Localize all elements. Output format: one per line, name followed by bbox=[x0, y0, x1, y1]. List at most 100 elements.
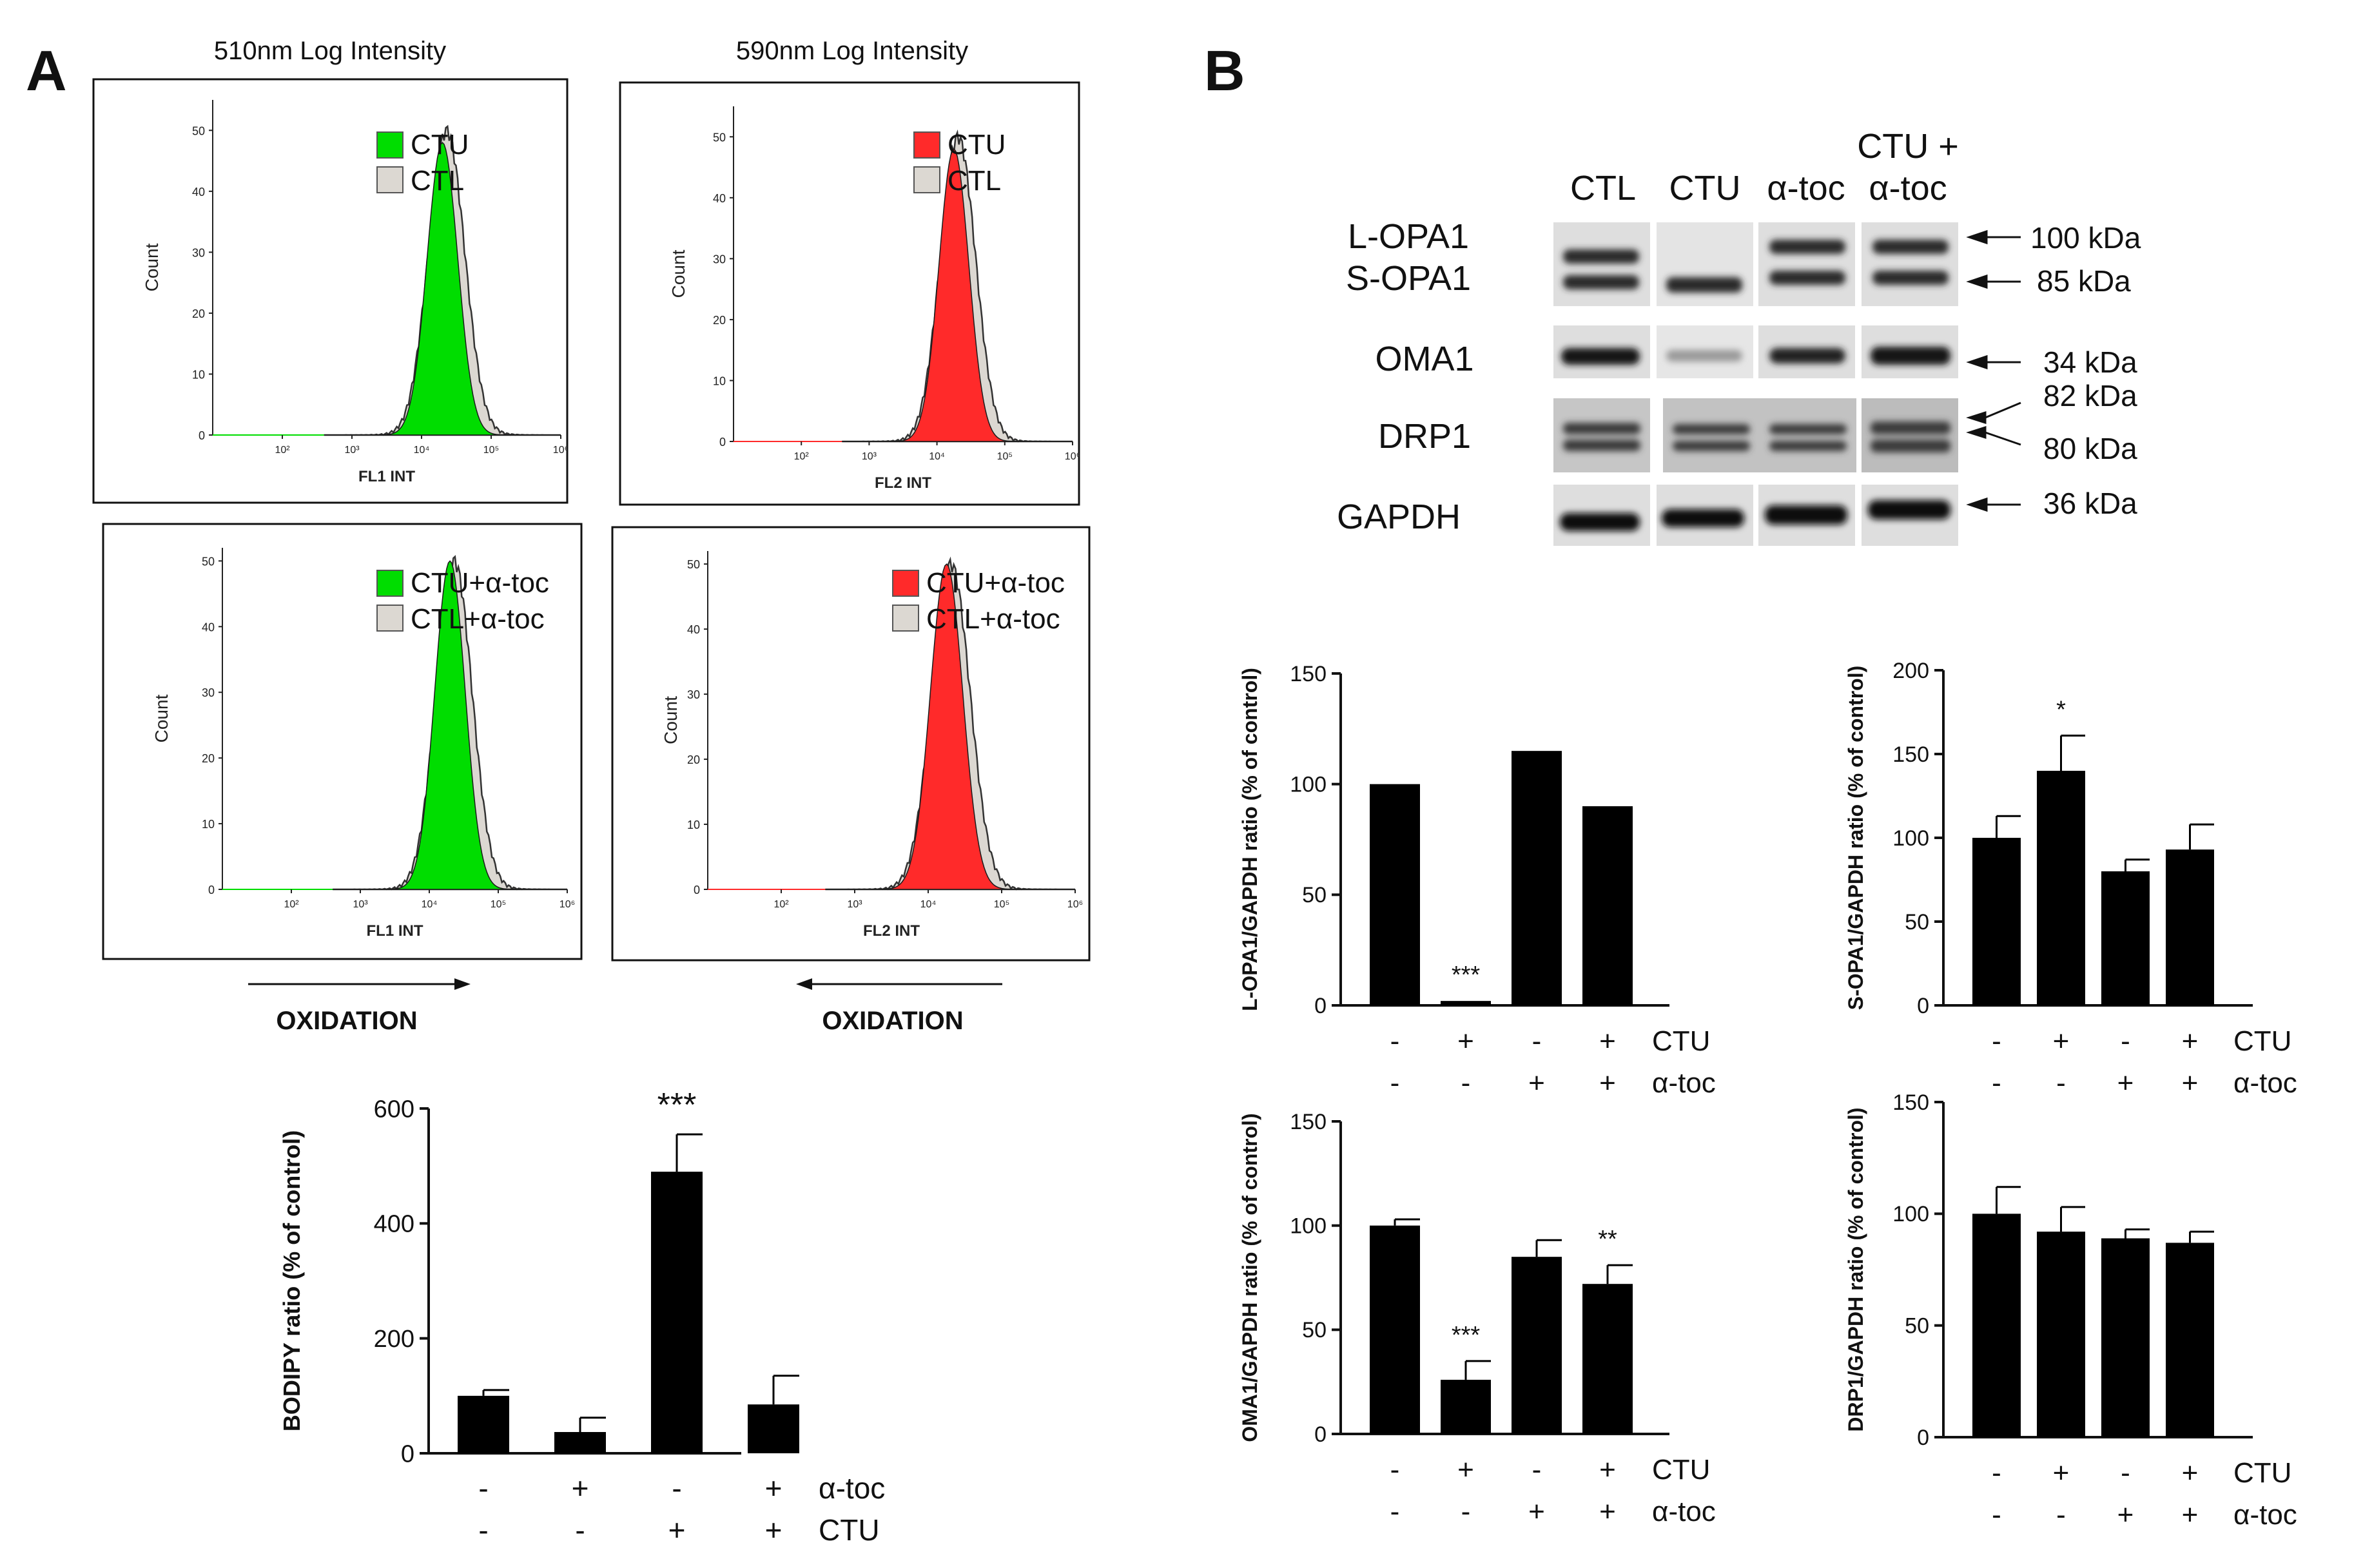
treatment-mark-row2: + bbox=[2182, 1067, 2199, 1099]
y-tick-label: 150 bbox=[1892, 1090, 1929, 1115]
histogram-y-tick-label: 20 bbox=[713, 314, 726, 327]
histogram-x-tick-label: 10⁶ bbox=[553, 445, 569, 456]
treatment-mark-row2: - bbox=[2056, 1499, 2066, 1531]
bar-chart-oma1: 0 50 100 150 OMA1/GAPDH ratio (% of control)… bbox=[1238, 1110, 1716, 1527]
legend-swatch-treated bbox=[376, 570, 404, 597]
y-tick-label: 0 bbox=[1314, 994, 1327, 1018]
y-axis-label: OMA1/GAPDH ratio (% of control) bbox=[1238, 1113, 1261, 1442]
panel-label-b: B bbox=[1204, 39, 1245, 102]
y-tick-label: 50 bbox=[1302, 883, 1327, 907]
blot-row-l-opa1: L-OPA1 bbox=[1348, 217, 1469, 256]
histogram-x-tick-label: 10² bbox=[794, 451, 810, 462]
treatment-label-row2: α-toc bbox=[2233, 1499, 2297, 1531]
histogram-y-tick-label: 0 bbox=[694, 884, 700, 896]
treatment-mark-row1: + bbox=[765, 1471, 783, 1505]
bar bbox=[1972, 838, 2021, 1005]
histogram-y-tick-label: 20 bbox=[192, 307, 205, 320]
treatment-label-row1: CTU bbox=[1652, 1454, 1710, 1486]
histogram-x-tick-label: 10³ bbox=[353, 899, 368, 910]
histogram-x-tick-label: 10⁶ bbox=[1067, 899, 1083, 910]
y-tick-label: 0 bbox=[401, 1440, 414, 1467]
blot-lane-ctu: CTU bbox=[1669, 169, 1741, 208]
histogram-x-label: FL2 INT bbox=[863, 922, 920, 940]
bar bbox=[2037, 1232, 2085, 1437]
flow-histograms: 0 10 20 30 40 50 10² 10³ 10⁴ 10⁵ 10⁶ FL1 INT Count CT… bbox=[92, 78, 1091, 962]
treatment-mark-row2: + bbox=[2182, 1499, 2199, 1531]
significance-label: *** bbox=[1452, 962, 1481, 989]
treatment-mark-row2: + bbox=[2117, 1499, 2134, 1531]
treatment-mark-row1: - bbox=[1390, 1025, 1400, 1057]
oxidation-arrow-left: OXIDATION bbox=[248, 978, 471, 1035]
histogram-fl1-bottom: 0 10 20 30 40 50 10² 10³ 10⁴ 10⁵ 10⁶ FL1 INT Count CT… bbox=[102, 523, 583, 960]
histogram-y-tick-label: 50 bbox=[687, 558, 700, 571]
histogram-x-tick-label: 10⁵ bbox=[994, 899, 1009, 910]
histogram-y-tick-label: 10 bbox=[687, 818, 700, 831]
treatment-mark-row1: - bbox=[1992, 1457, 2001, 1489]
blot-lane-ctu-atoc-line1: CTU + bbox=[1857, 127, 1959, 166]
treatment-label-row2: α-toc bbox=[1652, 1496, 1716, 1527]
histogram-x-tick-label: 10² bbox=[773, 899, 789, 910]
histogram-y-tick-label: 20 bbox=[687, 753, 700, 766]
histogram-y-tick-label: 40 bbox=[202, 621, 215, 634]
bar bbox=[2037, 771, 2085, 1005]
histogram-treated-distribution bbox=[324, 142, 561, 436]
y-tick-label: 50 bbox=[1905, 1314, 1929, 1339]
panel-label-a: A bbox=[26, 39, 67, 102]
histogram-treated-distribution bbox=[842, 148, 1073, 442]
histogram-y-tick-label: 50 bbox=[192, 124, 205, 137]
y-tick-label: 50 bbox=[1905, 910, 1929, 934]
bar-chart-bodipy: 0 200 400 600 BODIPY ratio (% of control) - - +… bbox=[278, 1087, 885, 1547]
histogram-y-tick-label: 0 bbox=[208, 884, 215, 896]
legend-swatch-treated bbox=[376, 131, 404, 159]
histogram-fl2-top: 0 10 20 30 40 50 10² 10³ 10⁴ 10⁵ 10⁶ FL2 INT Count CT… bbox=[619, 81, 1080, 506]
histogram-y-tick-label: 50 bbox=[202, 555, 215, 568]
treatment-mark-row1: - bbox=[672, 1471, 681, 1505]
y-tick-label: 0 bbox=[1917, 994, 1929, 1018]
bar bbox=[2166, 1243, 2214, 1437]
treatment-mark-row2: + bbox=[1599, 1067, 1616, 1099]
bar-chart-drp1: 0 50 100 150 DRP1/GAPDH ratio (% of control)… bbox=[1844, 1090, 2297, 1531]
treatment-mark-row2: - bbox=[1461, 1067, 1471, 1099]
legend-swatch-treated bbox=[892, 570, 919, 597]
y-tick-label: 0 bbox=[1917, 1426, 1929, 1450]
bar bbox=[1972, 1214, 2021, 1437]
y-tick-label: 150 bbox=[1892, 742, 1929, 767]
treatment-mark-row2: - bbox=[2056, 1067, 2066, 1099]
blot-strip-gapdh bbox=[1553, 485, 1958, 546]
treatment-mark-row2: + bbox=[1528, 1496, 1545, 1527]
histogram-x-tick-label: 10⁶ bbox=[559, 899, 575, 910]
histogram-x-tick-label: 10⁵ bbox=[997, 451, 1013, 462]
kda-100: 100 kDa bbox=[2030, 221, 2141, 255]
y-tick-label: 200 bbox=[1892, 659, 1929, 683]
histogram-y-tick-label: 30 bbox=[202, 686, 215, 699]
flow-title-590: 590nm Log Intensity bbox=[736, 37, 968, 65]
bar bbox=[2101, 1238, 2150, 1437]
legend-label-control: CTL+α-toc bbox=[926, 603, 1060, 635]
histogram-treated-distribution bbox=[825, 563, 1075, 890]
legend-label-treated: CTU bbox=[411, 129, 469, 160]
y-axis-label: S-OPA1/GAPDH ratio (% of control) bbox=[1844, 666, 1867, 1011]
bar bbox=[2166, 849, 2214, 1005]
histogram-x-tick-label: 10⁶ bbox=[1065, 451, 1080, 462]
blot-row-s-opa1: S-OPA1 bbox=[1346, 259, 1471, 298]
histogram-fl2-bottom: 0 10 20 30 40 50 10² 10³ 10⁴ 10⁵ 10⁶ FL2 INT Count CT… bbox=[611, 526, 1091, 962]
bar bbox=[748, 1404, 799, 1453]
treatment-mark-row2: + bbox=[765, 1513, 783, 1547]
treatment-mark-row1: + bbox=[2182, 1457, 2199, 1489]
treatment-mark-row2: - bbox=[478, 1513, 488, 1547]
legend-swatch-control bbox=[892, 605, 919, 632]
legend-swatch-control bbox=[376, 605, 404, 632]
treatment-mark-row1: - bbox=[1532, 1454, 1542, 1486]
oxidation-arrow-right: OXIDATION bbox=[796, 978, 1002, 1035]
histogram-x-tick-label: 10² bbox=[275, 445, 290, 456]
treatment-label-row1: CTU bbox=[2233, 1457, 2291, 1489]
histogram-x-tick-label: 10⁵ bbox=[483, 445, 499, 456]
treatment-label-row1: CTU bbox=[2233, 1025, 2291, 1057]
y-tick-label: 400 bbox=[374, 1211, 414, 1238]
blot-strip-opa1 bbox=[1553, 222, 1958, 306]
bar bbox=[1441, 1001, 1491, 1005]
legend-label-control: CTL+α-toc bbox=[411, 603, 545, 635]
treatment-mark-row1: + bbox=[572, 1471, 589, 1505]
treatment-label-row2: α-toc bbox=[1652, 1067, 1716, 1099]
histogram-x-tick-label: 10⁴ bbox=[414, 445, 430, 456]
